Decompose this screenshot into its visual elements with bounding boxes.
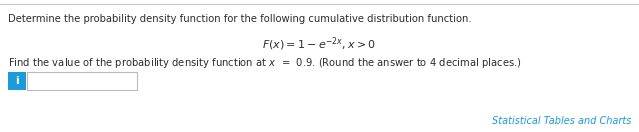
Text: i: i bbox=[15, 76, 19, 86]
FancyBboxPatch shape bbox=[8, 72, 26, 90]
Text: Determine the probability density function for the following cumulative distribu: Determine the probability density functi… bbox=[8, 14, 472, 24]
Text: Statistical Tables and Charts: Statistical Tables and Charts bbox=[491, 116, 631, 126]
FancyBboxPatch shape bbox=[27, 72, 137, 90]
Text: $F(x) = 1 - e^{-2x}, x > 0$: $F(x) = 1 - e^{-2x}, x > 0$ bbox=[262, 35, 376, 53]
Text: Find the value of the probability density function at $x$  =  0.9. (Round the an: Find the value of the probability densit… bbox=[8, 56, 522, 70]
